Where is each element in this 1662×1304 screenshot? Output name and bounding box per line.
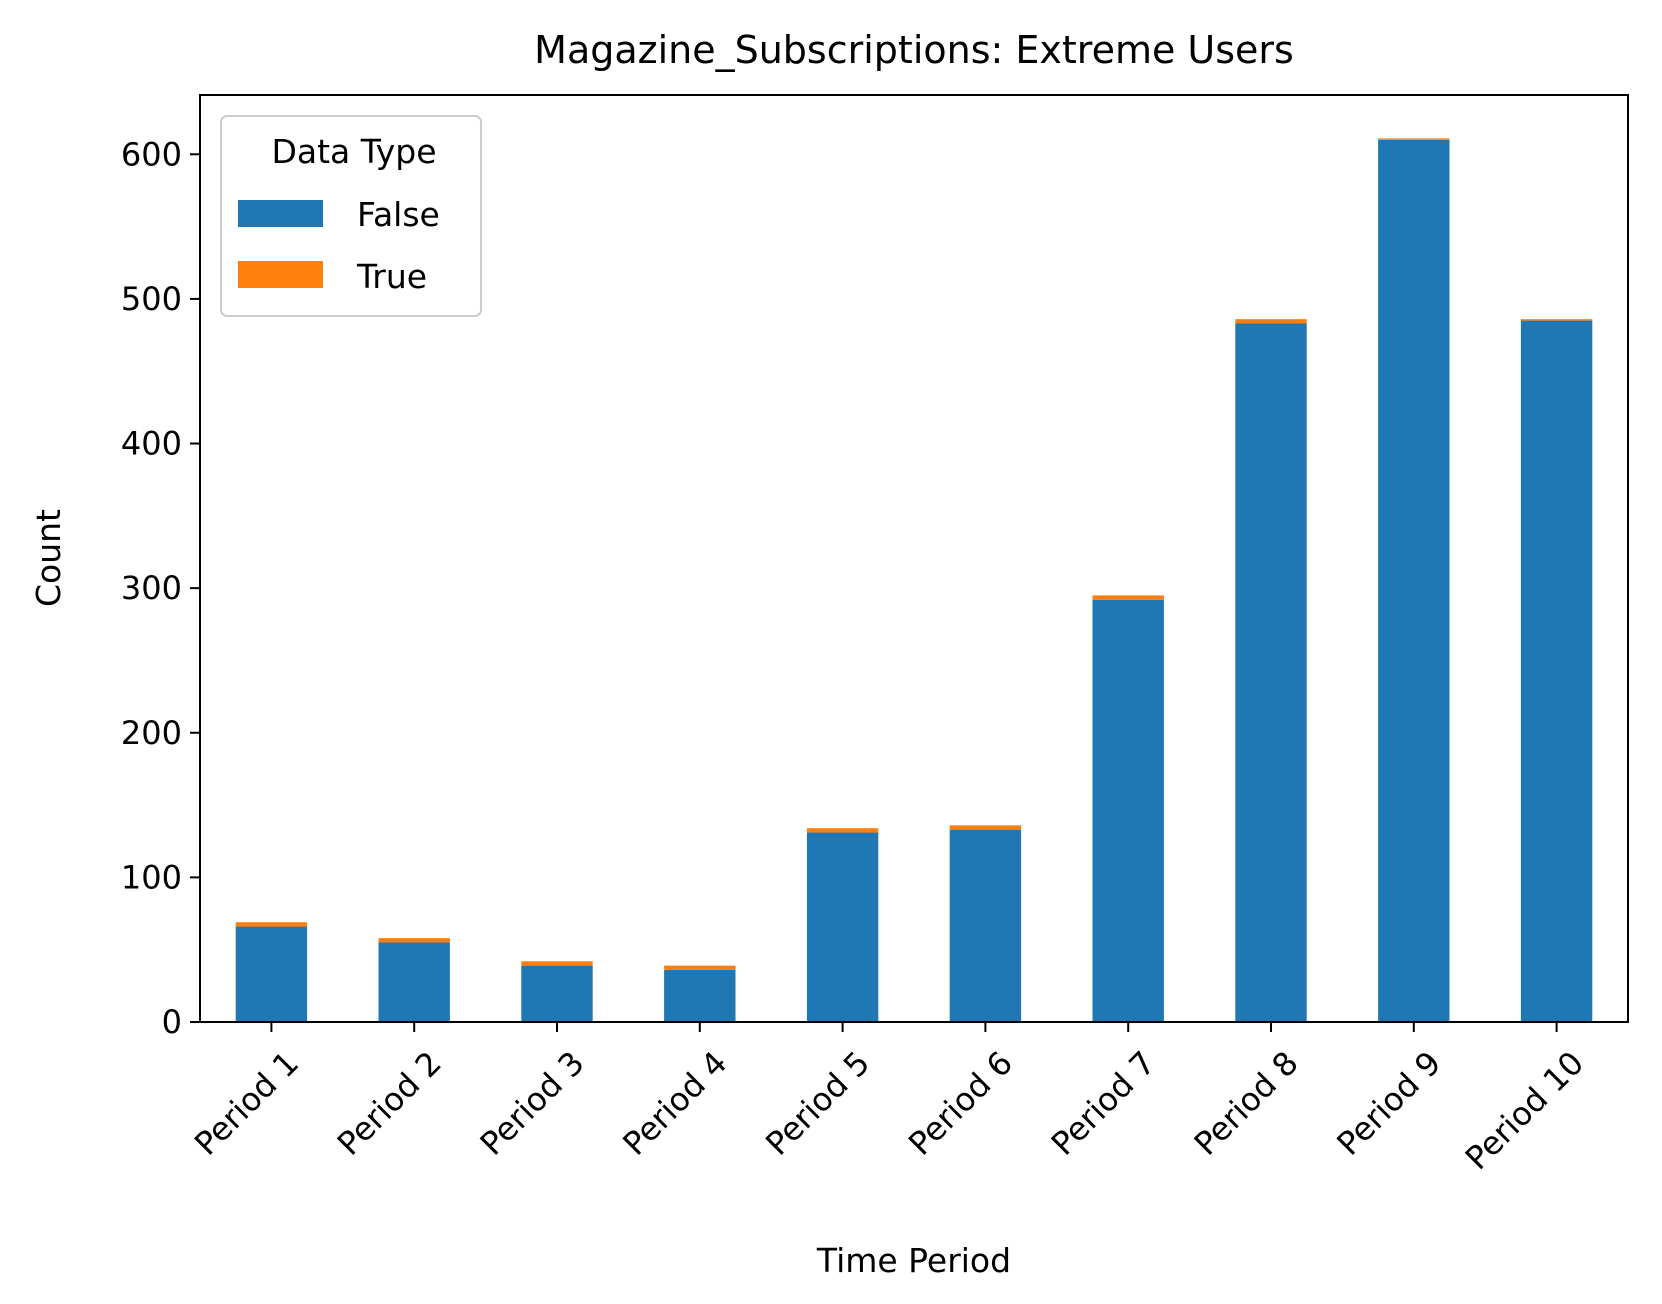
bar-true-9 (1378, 138, 1450, 140)
chart-title: Magazine_Subscriptions: Extreme Users (534, 28, 1294, 72)
bar-false-6 (949, 829, 1022, 1022)
bar-true-1 (235, 922, 308, 927)
bar-true-5 (806, 828, 879, 833)
bar-false-9 (1378, 139, 1450, 1022)
y-tick-label: 300 (121, 569, 182, 607)
legend-swatch-true (238, 261, 323, 288)
bar-false-5 (806, 832, 879, 1022)
legend-label-true: True (356, 257, 427, 296)
y-tick-label: 0 (162, 1003, 182, 1041)
bar-true-10 (1520, 319, 1593, 321)
bar-false-1 (235, 926, 308, 1022)
legend-title: Data Type (271, 132, 436, 171)
bar-true-4 (664, 965, 736, 970)
bar-false-8 (1235, 323, 1307, 1022)
y-tick-label: 200 (121, 714, 182, 752)
y-axis: 0 100 200 300 400 500 600 (121, 135, 200, 1041)
bar-false-4 (664, 969, 736, 1022)
y-tick-label: 400 (121, 425, 182, 463)
legend: Data Type False True (220, 115, 482, 317)
bars (235, 138, 1593, 1022)
y-axis-label: Count (29, 509, 68, 607)
bar-true-2 (378, 938, 450, 943)
bar-true-8 (1235, 319, 1307, 324)
y-tick-label: 600 (121, 135, 182, 173)
y-tick-label: 500 (121, 280, 182, 318)
bar-true-6 (949, 825, 1022, 830)
plot-frame (199, 94, 1629, 1023)
legend-label-false: False (357, 195, 440, 234)
legend-swatch-false (238, 200, 323, 227)
bar-false-7 (1092, 599, 1164, 1022)
y-tick-label: 100 (121, 858, 182, 896)
x-axis-label: Time Period (816, 1241, 1011, 1280)
bar-true-7 (1092, 595, 1164, 600)
bar-false-3 (521, 965, 593, 1022)
bar-true-3 (521, 961, 593, 966)
bar-false-10 (1520, 320, 1593, 1022)
bar-false-2 (378, 942, 450, 1022)
